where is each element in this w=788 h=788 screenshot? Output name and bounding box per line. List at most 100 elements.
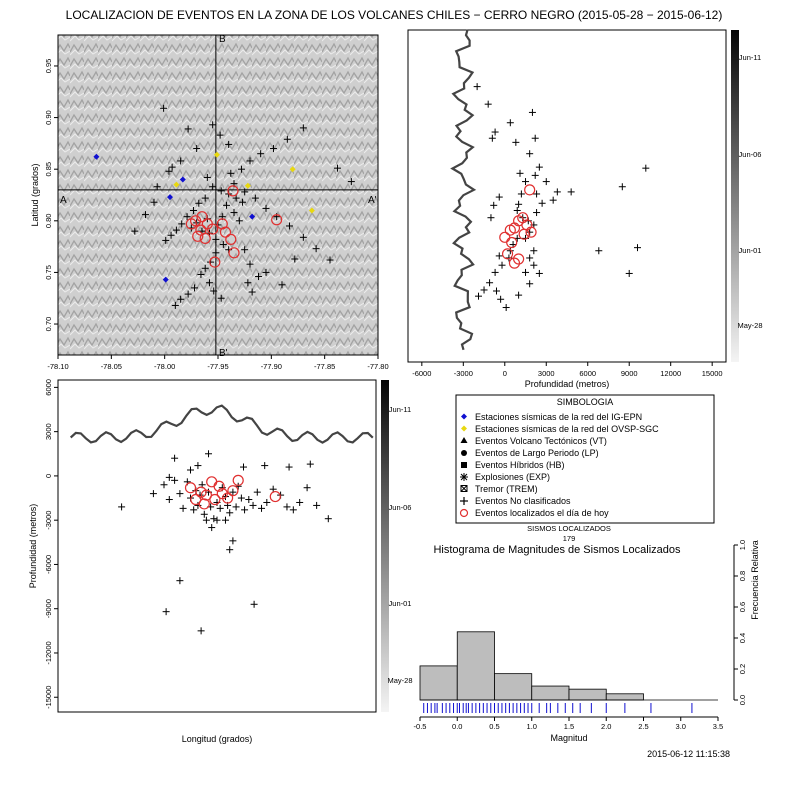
depth-lon-xlabel: Longitud (grados) [182, 734, 253, 744]
event-marker [162, 608, 170, 616]
histogram-axes: -0.5 0.0 0.5 1.0 1.5 2.0 2.5 3.0 3.5 0.0 0.2 0.4 0.6… [414, 540, 747, 731]
event-marker [226, 546, 234, 554]
date-scale-bar-top [731, 30, 739, 362]
event-marker [171, 301, 179, 309]
event-marker [165, 473, 173, 481]
event-marker [595, 247, 603, 255]
today-event-marker [508, 257, 521, 269]
section-label-a: A [60, 195, 67, 206]
figure-title: LOCALIZACION DE EVENTOS EN LA ZONA DE LO… [66, 8, 723, 22]
today-event-marker [227, 185, 239, 197]
event-marker [190, 506, 198, 514]
event-marker [326, 256, 334, 264]
event-marker [183, 213, 191, 221]
depth-lon-panel: 6000 3000 0 -3000 -6000 -9000 -12000 -15000 Pro… [28, 379, 413, 744]
today-event-marker [518, 228, 530, 240]
event-marker [542, 178, 550, 186]
x-tick-label: 1.5 [564, 722, 574, 731]
x-tick-label: -6000 [412, 369, 431, 378]
event-marker [232, 503, 240, 511]
event-marker [506, 119, 514, 127]
plus-icon [460, 497, 468, 505]
event-marker [283, 135, 291, 143]
x-tick-label: 2.5 [638, 722, 648, 731]
today-event-marker [269, 490, 281, 503]
event-marker [208, 524, 216, 532]
event-marker [184, 125, 192, 133]
event-marker [189, 206, 197, 214]
y-tick-label: 0.95 [44, 59, 53, 74]
event-marker [255, 273, 263, 281]
ig-station-marker [249, 213, 256, 220]
event-marker [531, 171, 539, 179]
event-marker [251, 194, 259, 202]
y-tick-label: -12000 [44, 641, 53, 664]
legend-item-ig-stations: Estaciones sísmicas de la red del IG-EPN [475, 412, 642, 422]
event-marker [530, 247, 538, 255]
event-marker [194, 462, 202, 470]
date-label: May-28 [737, 321, 762, 330]
y-tick-label: 0.90 [44, 110, 53, 125]
event-marker [210, 515, 218, 523]
event-marker [223, 201, 231, 209]
event-marker [225, 140, 233, 148]
event-marker [526, 254, 534, 262]
today-event-marker [524, 184, 536, 196]
event-marker [176, 490, 184, 498]
today-event-marker [222, 492, 234, 504]
y-tick-label: 0.85 [44, 162, 53, 177]
today-event-marker [506, 236, 518, 249]
event-marker [261, 462, 269, 470]
event-marker [150, 198, 158, 206]
x-tick-label: 15000 [702, 369, 723, 378]
event-marker [492, 287, 500, 295]
y-tick-label: 0.75 [44, 265, 53, 280]
ig-station-marker [162, 276, 169, 283]
date-label: Jun-11 [739, 53, 761, 62]
today-event-marker [271, 214, 283, 226]
event-marker [486, 279, 494, 287]
event-marker [226, 509, 234, 517]
event-marker [491, 128, 499, 136]
event-marker [283, 503, 291, 511]
x-tick-label: 12000 [660, 369, 681, 378]
event-marker [249, 501, 257, 509]
x-tick-label: 0 [503, 369, 507, 378]
event-count-value: 179 [563, 534, 576, 543]
histogram-panel: SISMOS LOCALIZADOS 179 Histograma de Mag… [414, 524, 760, 743]
event-marker [299, 233, 307, 241]
y-tick-label: 3000 [44, 423, 53, 440]
event-marker [177, 295, 185, 303]
event-marker [217, 294, 225, 302]
y-tick-label: 6000 [44, 379, 53, 396]
y-tick-label: -15000 [44, 686, 53, 709]
event-marker [515, 291, 523, 299]
event-marker [522, 268, 530, 276]
event-marker [253, 488, 261, 496]
event-marker [241, 246, 249, 254]
event-marker [625, 269, 633, 277]
event-marker [324, 515, 332, 523]
depth-lon-marks [69, 404, 374, 635]
x-tick-label: 2.0 [601, 722, 611, 731]
map-ylabel: Latitud (grados) [30, 163, 40, 226]
event-marker [516, 169, 524, 177]
topographic-profile [450, 29, 477, 351]
section-label-a-prime: A' [368, 195, 377, 206]
event-marker [239, 198, 247, 206]
x-tick-label: 3.0 [676, 722, 686, 731]
histogram-bars [419, 631, 718, 701]
today-event-marker [195, 486, 207, 498]
event-marker [535, 269, 543, 277]
diamond-icon [461, 413, 467, 420]
event-marker [131, 227, 139, 235]
event-marker [262, 268, 270, 276]
event-marker [291, 255, 299, 263]
event-marker [553, 188, 561, 196]
event-marker [248, 288, 256, 296]
event-marker [162, 236, 170, 244]
event-marker [490, 201, 498, 209]
event-marker [296, 498, 304, 506]
y-tick-label: -3000 [44, 511, 53, 530]
date-label: Jun-01 [389, 599, 412, 608]
